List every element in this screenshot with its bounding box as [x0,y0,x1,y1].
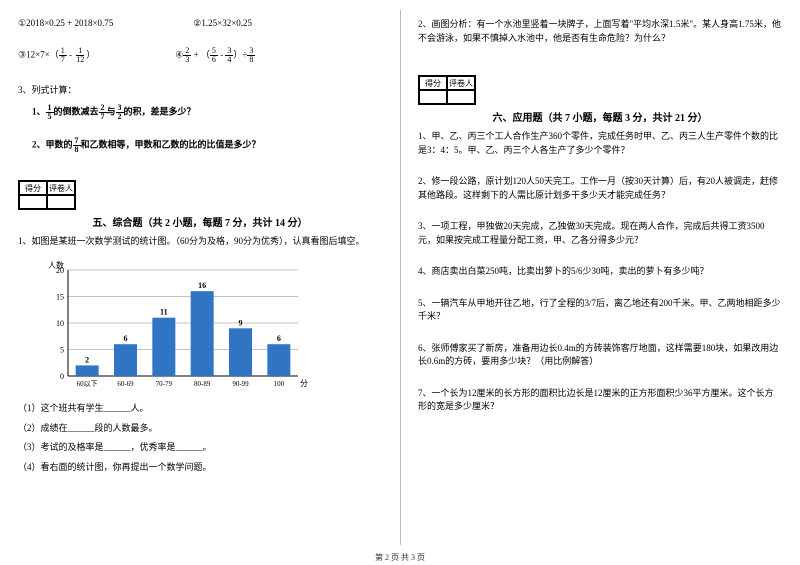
t: 和乙数相等，甲数和乙数的比的比值是多少？ [81,139,261,149]
t: 的积，差是多少？ [124,106,196,116]
t: 与 [107,106,116,116]
app-q1: 1、甲、乙、丙三个工人合作生产360个零件，完成任务时甲、乙、丙三人生产零件个数… [418,130,782,157]
app-q2: 2、修一段公路，原计划120人50天完工。工作一月（按30天计算）后，有20人被… [418,175,782,202]
svg-text:6: 6 [277,334,281,343]
score-label: 得分 [419,76,447,90]
svg-text:分数: 分数 [300,378,308,388]
svg-text:80-89: 80-89 [194,380,211,388]
t: - [67,50,75,60]
p3-heading: 3、列式计算： [18,84,382,98]
svg-text:10: 10 [56,319,64,328]
f: 7 [99,113,107,121]
t: - [218,50,226,60]
sec5-q1: 1、如图是某班一次数学测试的统计图。（60分为及格，90分为优秀），认真看图后填… [18,235,382,249]
app-q3: 3、一项工程，甲独做20天完成，乙独做30天完成。现在两人合作，完成后共得工资3… [418,220,782,247]
score-box-5: 得分 评卷人 [18,180,76,210]
svg-text:20: 20 [56,266,64,275]
calc-q4: ④23 + （56 - 34）÷38 [175,47,255,64]
svg-text:16: 16 [198,281,206,290]
sub-q4: （4）看右面的统计图，你再提出一个数学问题。 [18,461,382,475]
app-q7: 7、一个长为12厘米的长方形的面积比边长是12厘米的正方形面积少36平方厘米。这… [418,387,782,414]
svg-text:5: 5 [60,346,64,355]
f: 12 [74,56,86,64]
right-q2: 2、画图分析：有一个水池里竖着一块牌子，上面写着"平均水深1.5米"。某人身高1… [418,18,782,45]
score-label: 得分 [19,181,47,195]
calc-q1: ①2018×0.25 + 2018×0.75 [18,18,113,29]
app-q4: 4、商店卖出白菜250吨，比卖出萝卜的5/6少30吨，卖出的萝卜有多少吨？ [418,265,782,279]
t: ④ [175,50,183,60]
svg-text:60以下: 60以下 [77,380,98,388]
section-6-title: 六、应用题（共 7 小题，每题 3 分，共计 21 分） [418,109,782,124]
f: 2 [116,113,124,121]
f: 6 [210,56,218,64]
svg-text:9: 9 [239,318,243,327]
app-q6: 6、张师傅家买了新房，准备用边长0.4m的方砖装饰客厅地面，这样需要180块，如… [418,342,782,369]
t: 1、 [32,106,46,116]
t: ）÷ [233,50,247,60]
calc-q3: ③12×7×（17 - 112） [18,47,95,64]
reviewer-label: 评卷人 [447,76,475,90]
page-footer: 第 2 页 共 3 页 [0,552,800,563]
f: 7 [59,56,67,64]
f: 8 [73,146,81,154]
app-q5: 5、一辆汽车从甲地开往乙地，行了全程的3/7后，离乙地还有200千米。甲、乙两地… [418,297,782,324]
f: 5 [46,113,54,121]
svg-text:6: 6 [124,334,128,343]
section-5-title: 五、综合题（共 2 小题，每题 7 分，共计 14 分） [18,214,382,229]
reviewer-label: 评卷人 [47,181,75,195]
svg-text:100: 100 [274,380,285,388]
score-box-6: 得分 评卷人 [418,75,476,105]
svg-text:60-69: 60-69 [117,380,134,388]
svg-text:0: 0 [60,372,64,381]
sub-q2: （2）成绩在______段的人数最多。 [18,422,382,436]
svg-text:15: 15 [56,293,64,302]
sub-q3: （3）考试的及格率是______，优秀率是______。 [18,441,382,455]
score-bar-chart: 人数05101520260以下660-691170-791680-89990-9… [38,256,382,396]
svg-text:90-99: 90-99 [232,380,249,388]
t: 2、甲数的 [32,139,73,149]
svg-text:11: 11 [160,308,168,317]
p3-sub1: 1、15的倒数减去27与32的积，差是多少？ [32,104,382,121]
svg-text:2: 2 [85,355,89,364]
t: ） [86,50,95,60]
t: 的倒数减去 [54,106,99,116]
sub-q1: （1）这个班共有学生______人。 [18,402,382,416]
q3-pre: ③12×7×（ [18,50,59,60]
p3-sub2: 2、甲数的78和乙数相等，甲数和乙数的比的比值是多少？ [32,137,382,154]
t: + （ [191,50,210,60]
f: 8 [247,56,255,64]
svg-text:70-79: 70-79 [156,380,173,388]
calc-q2: ②1.25×32×0.25 [193,18,252,29]
